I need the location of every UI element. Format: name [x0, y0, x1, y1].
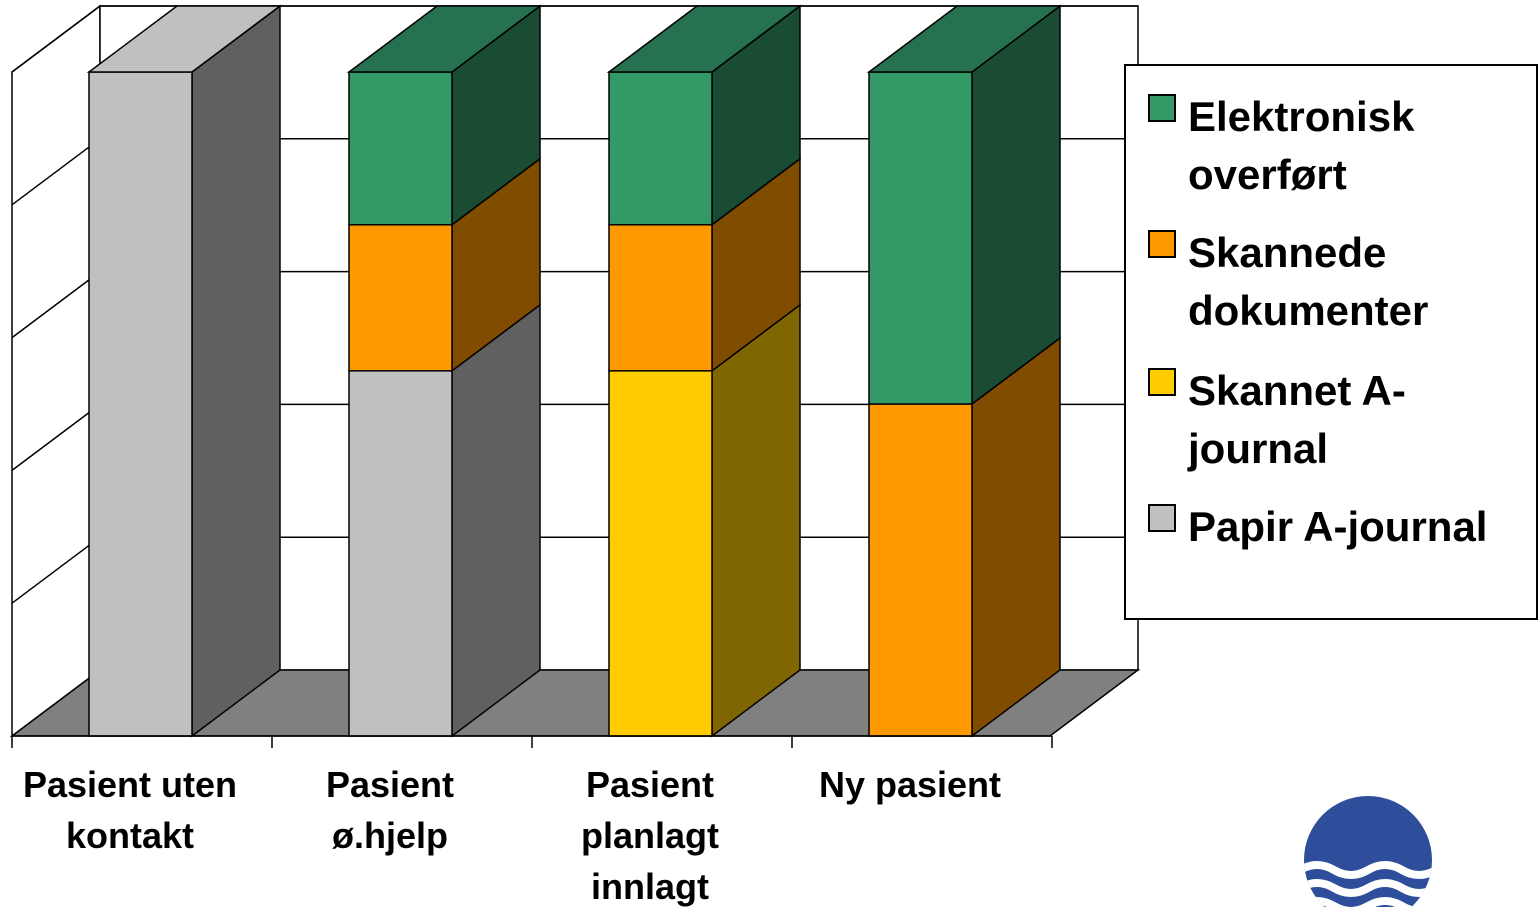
side-wall — [12, 6, 100, 736]
legend-label: Skannede dokumenter — [1188, 224, 1528, 340]
bar-segment-side — [452, 305, 540, 736]
bar-stack — [89, 6, 280, 736]
legend-item: Elektronisk overført — [1148, 88, 1528, 204]
x-axis — [12, 736, 1052, 748]
legend-item: Skannede dokumenter — [1148, 224, 1528, 340]
bar-segment — [349, 225, 452, 371]
bar-segment-side — [712, 305, 800, 736]
legend-swatch — [1148, 368, 1176, 396]
bar-segment-side — [972, 6, 1060, 404]
legend-label: Papir A-journal — [1188, 498, 1528, 556]
logo-icon — [1300, 792, 1436, 907]
legend-swatch — [1148, 94, 1176, 122]
bar-stack — [869, 6, 1060, 736]
x-tick-label: Pasient ø.hjelp — [326, 764, 454, 856]
bar-segment — [869, 404, 972, 736]
x-tick-label: Pasient uten kontakt — [23, 764, 237, 856]
bar-segment — [609, 225, 712, 371]
bar-segment — [609, 371, 712, 736]
bar-segment — [869, 72, 972, 404]
legend-swatch — [1148, 504, 1176, 532]
legend-swatch — [1148, 230, 1176, 258]
legend-item: Papir A-journal — [1148, 498, 1528, 556]
bar-segment — [609, 72, 712, 225]
legend-label: Elektronisk overført — [1188, 88, 1528, 204]
bar-stack — [609, 6, 800, 736]
bar-segment-side — [192, 6, 280, 736]
bar-stack — [349, 6, 540, 736]
legend: Elektronisk overført Skannede dokumenter S… — [1124, 64, 1538, 620]
bar-segment — [89, 72, 192, 736]
bar-segment — [349, 72, 452, 225]
legend-item: Skannet A-journal — [1148, 362, 1528, 478]
x-tick-label: Ny pasient — [819, 764, 1001, 805]
bar-segment — [349, 371, 452, 736]
x-tick-label: Pasient planlagt innlagt — [581, 764, 719, 907]
legend-label: Skannet A-journal — [1188, 362, 1528, 478]
x-tick-labels: Pasient uten kontakt Pasient ø.hjelp Pasient… — [23, 764, 1001, 907]
bar-segment-side — [972, 338, 1060, 736]
